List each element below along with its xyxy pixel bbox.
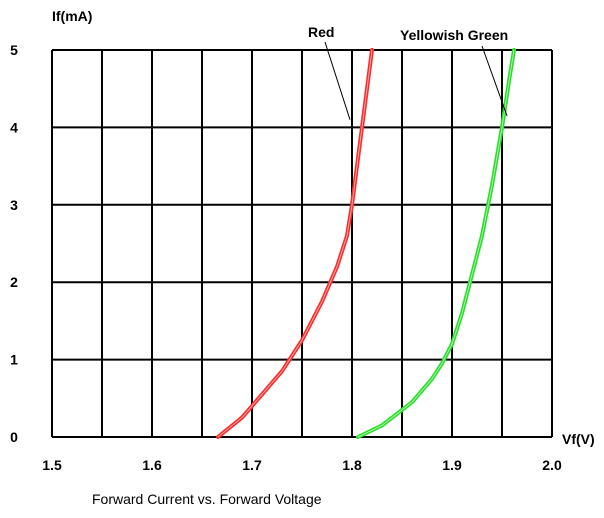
x-tick-label: 1.6 [142, 457, 162, 473]
tick-labels: 1.5 1.6 1.7 1.8 1.9 2.0 0 1 2 3 4 5 [10, 42, 562, 473]
y-tick-label: 3 [10, 197, 18, 213]
y-tick-label: 0 [10, 429, 18, 445]
chart-caption: Forward Current vs. Forward Voltage [92, 491, 322, 507]
x-tick-label: 2.0 [542, 457, 562, 473]
series-line-highlight-red [217, 49, 373, 438]
series-line-red [216, 48, 374, 439]
y-tick-label: 5 [10, 42, 18, 58]
x-tick-label: 1.8 [342, 457, 362, 473]
x-tick-label: 1.9 [442, 457, 462, 473]
x-axis-label: Vf(V) [562, 431, 595, 447]
series-group [216, 41, 516, 439]
series-label-red: Red [308, 24, 334, 40]
series-line-highlight-yellowish-green [357, 49, 515, 438]
y-tick-label: 1 [10, 352, 18, 368]
series-label-yellowish-green: Yellowish Green [400, 27, 508, 43]
grid [51, 49, 553, 438]
y-tick-label: 4 [10, 119, 18, 135]
y-tick-label: 2 [10, 274, 18, 290]
x-tick-label: 1.7 [242, 457, 262, 473]
series-line-yellowish-green [356, 48, 516, 439]
leader-line-red [324, 41, 351, 120]
x-tick-label: 1.5 [42, 457, 62, 473]
y-axis-label: If(mA) [52, 8, 92, 24]
leader-line-yellowish-green [481, 45, 508, 116]
